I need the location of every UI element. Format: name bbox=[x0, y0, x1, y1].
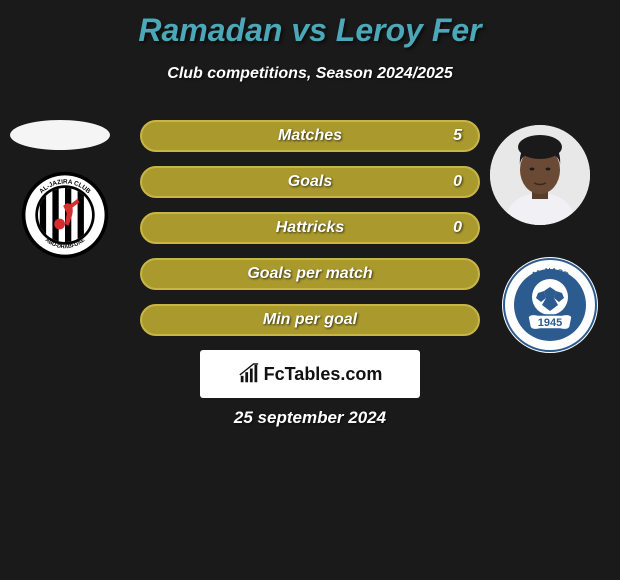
subtitle: Club competitions, Season 2024/2025 bbox=[0, 65, 620, 83]
comparison-card: Ramadan vs Leroy Fer Club competitions, … bbox=[0, 0, 620, 580]
al-nasr-logo-icon: 1945 AL NASR bbox=[500, 255, 600, 355]
stat-row-hattricks: Hattricks 0 bbox=[140, 212, 480, 244]
stat-row-goals: Goals 0 bbox=[140, 166, 480, 198]
stat-label: Goals per match bbox=[247, 265, 372, 283]
svg-text:1945: 1945 bbox=[538, 317, 562, 329]
stat-row-matches: Matches 5 bbox=[140, 120, 480, 152]
stat-value: 0 bbox=[453, 219, 462, 237]
player-portrait-icon bbox=[490, 125, 590, 225]
stat-value: 5 bbox=[453, 127, 462, 145]
club-left-badge: AL-JAZIRA CLUB ABU-DHABI-UAE bbox=[20, 170, 110, 260]
stats-list: Matches 5 Goals 0 Hattricks 0 Goals per … bbox=[140, 120, 480, 350]
club-right-badge: 1945 AL NASR bbox=[500, 255, 600, 355]
stat-label: Hattricks bbox=[276, 219, 344, 237]
stat-row-min-per-goal: Min per goal bbox=[140, 304, 480, 336]
watermark-text: FcTables.com bbox=[264, 364, 383, 385]
al-jazira-logo-icon: AL-JAZIRA CLUB ABU-DHABI-UAE bbox=[20, 170, 110, 260]
stat-label: Min per goal bbox=[263, 311, 357, 329]
page-title: Ramadan vs Leroy Fer bbox=[0, 0, 620, 49]
player-right-avatar bbox=[490, 125, 590, 225]
player-left-avatar bbox=[10, 120, 110, 150]
date-text: 25 september 2024 bbox=[0, 408, 620, 428]
watermark: FcTables.com bbox=[200, 350, 420, 398]
stat-label: Goals bbox=[288, 173, 332, 191]
bar-chart-icon bbox=[238, 363, 260, 385]
stat-label: Matches bbox=[278, 127, 342, 145]
stat-row-goals-per-match: Goals per match bbox=[140, 258, 480, 290]
stat-value: 0 bbox=[453, 173, 462, 191]
